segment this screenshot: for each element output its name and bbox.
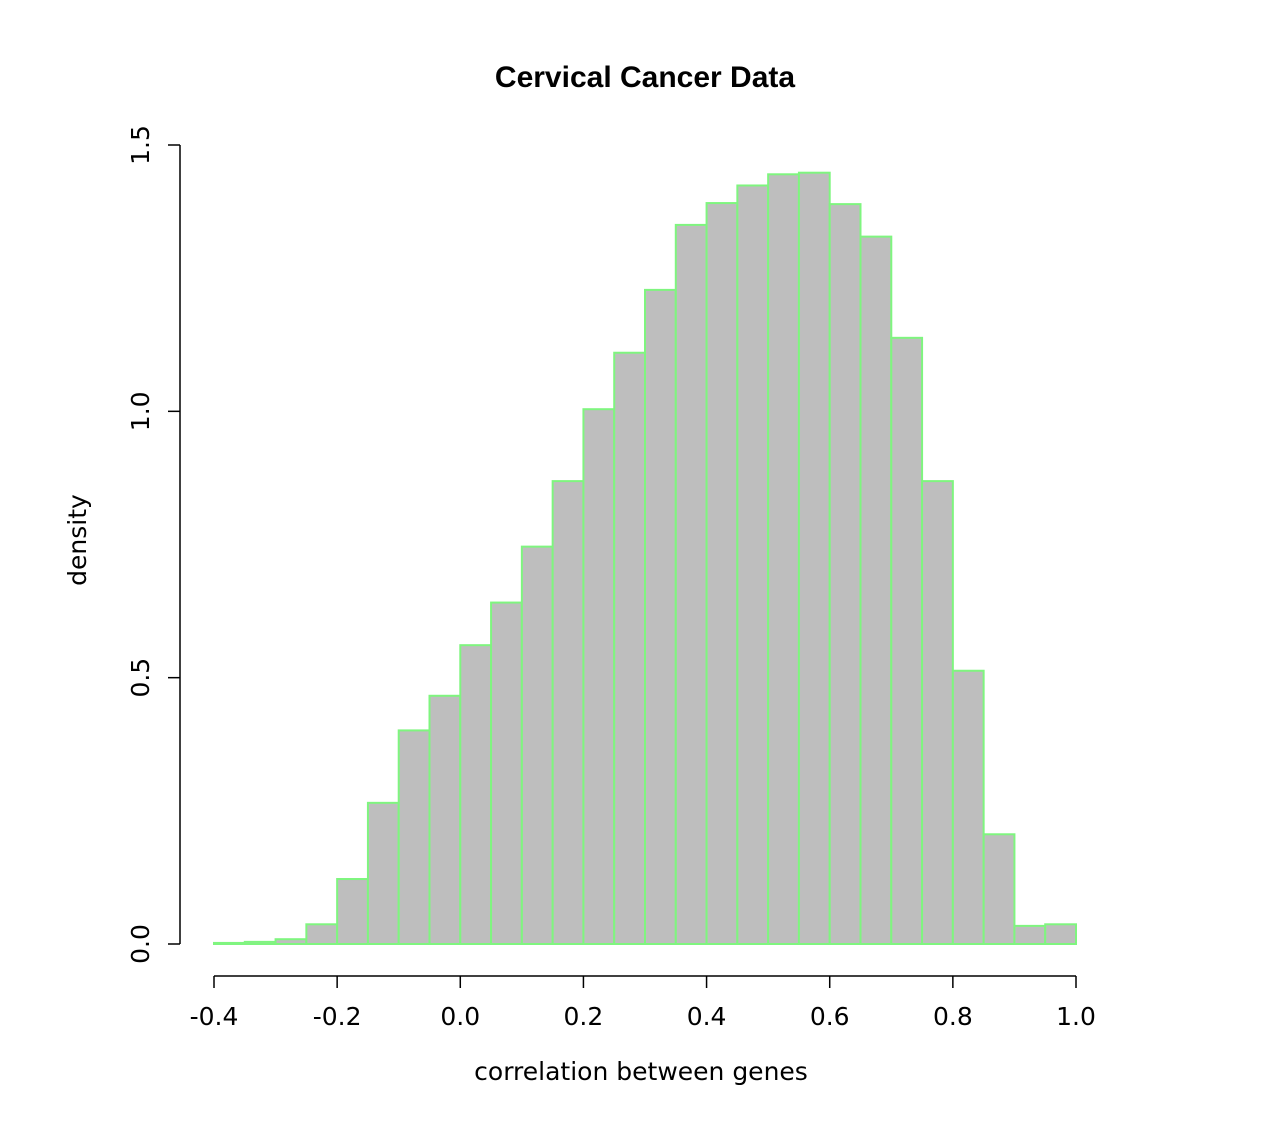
histogram-bar	[520, 545, 554, 945]
histogram-bar	[951, 669, 985, 945]
histogram-bar	[428, 694, 462, 946]
histogram-bar	[213, 941, 246, 946]
histogram-bar	[767, 173, 800, 945]
x-tick-label: 0.6	[810, 1002, 850, 1031]
histogram-bar	[644, 288, 677, 946]
histogram-bar	[490, 601, 523, 945]
y-tick-label: 1.5	[126, 125, 155, 165]
x-tick-label: 0.0	[440, 1002, 480, 1031]
histogram-bar	[890, 336, 924, 946]
histogram-bar	[705, 202, 739, 945]
histogram-bar	[613, 351, 647, 945]
y-axis-label: density	[63, 494, 92, 586]
histogram-bar	[674, 223, 708, 945]
x-axis: -0.4 -0.2 0.0 0.2 0.4 0.6 0.8 1.0	[190, 975, 1096, 1031]
x-tick-label: 0.4	[687, 1002, 727, 1031]
histogram-bar	[1044, 923, 1077, 945]
x-axis-label: correlation between genes	[474, 1057, 808, 1086]
x-tick-label: 0.8	[933, 1002, 973, 1031]
x-tick-label: -0.2	[313, 1002, 362, 1031]
histogram-bar	[551, 480, 585, 945]
chart-title: Cervical Cancer Data	[495, 61, 795, 94]
histogram-bar	[921, 480, 954, 945]
histogram-bar	[797, 171, 831, 945]
histogram-bar	[336, 878, 369, 945]
histogram-bar	[274, 938, 308, 945]
histogram-bar	[982, 833, 1016, 946]
histogram-bar	[859, 235, 893, 946]
y-tick-label: 1.0	[126, 391, 155, 431]
y-tick-label: 0.5	[126, 658, 155, 698]
histogram-bar	[582, 408, 616, 946]
x-tick-label: 1.0	[1056, 1002, 1096, 1031]
histogram-bar	[1013, 924, 1047, 946]
histogram-bar	[828, 203, 862, 946]
y-axis: 0.0 0.5 1.0 1.5	[126, 125, 181, 964]
y-tick-label: 0.0	[126, 924, 155, 964]
histogram-bar	[736, 184, 770, 945]
histogram-bar	[397, 729, 431, 946]
x-tick-label: -0.4	[190, 1002, 239, 1031]
histogram-bar	[366, 801, 400, 945]
histogram-bar	[305, 923, 339, 945]
histogram-bar	[459, 644, 493, 945]
x-tick-label: 0.2	[564, 1002, 604, 1031]
bars-group	[213, 171, 1077, 946]
histogram-bar	[243, 940, 277, 945]
